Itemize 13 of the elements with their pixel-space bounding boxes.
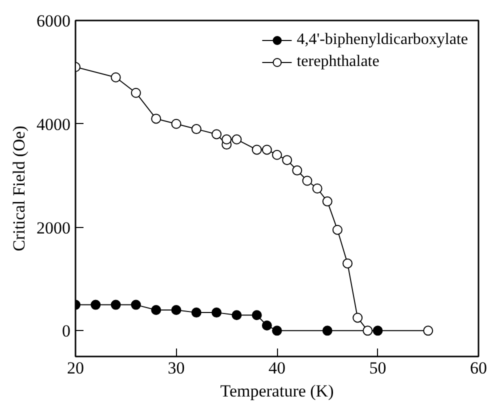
y-tick-label: 0 xyxy=(62,322,70,341)
y-tick-label: 6000 xyxy=(36,12,70,30)
x-axis-title: Temperature (K) xyxy=(220,382,334,400)
legend-label: terephthalate xyxy=(296,53,380,71)
x-tick-label: 20 xyxy=(67,358,84,378)
x-tick-label: 30 xyxy=(168,358,185,378)
x-tick-label: 50 xyxy=(369,358,386,378)
legend-label: 4,4'-biphenyldicarboxylate xyxy=(296,31,468,49)
y-tick-label: 2000 xyxy=(36,218,70,238)
x-tick-label: 40 xyxy=(268,358,286,378)
y-tick-label: 4000 xyxy=(36,114,70,134)
y-axis-title: Critical Field (Oe) xyxy=(10,126,28,252)
x-tick-label: 60 xyxy=(470,358,487,378)
